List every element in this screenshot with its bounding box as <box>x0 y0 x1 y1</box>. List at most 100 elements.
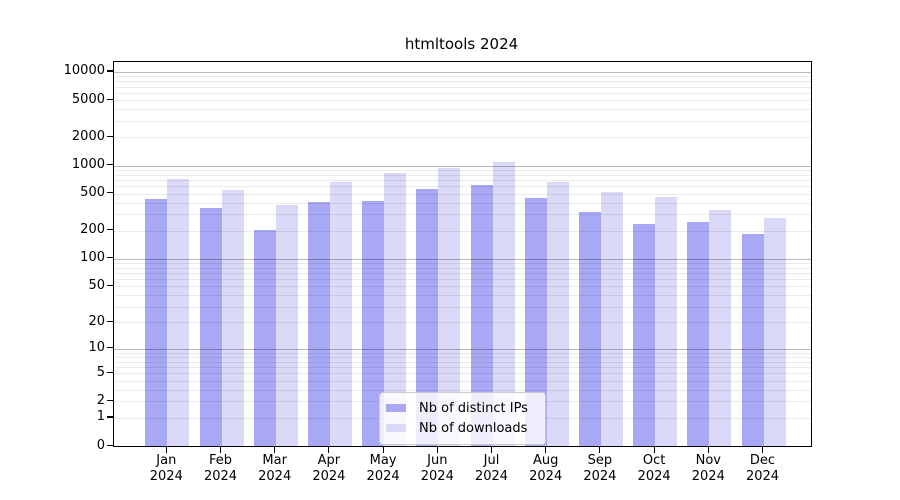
bar-distinct-ips-feb <box>199 208 222 446</box>
gridline-5000 <box>114 100 811 102</box>
gridline-60 <box>114 279 811 281</box>
y-tick-label-100: 100 <box>80 250 105 266</box>
gridline-200 <box>114 230 811 232</box>
gridline-800 <box>114 174 811 176</box>
y-tick-label-50: 50 <box>88 277 105 293</box>
y-tick-label-20: 20 <box>88 313 105 329</box>
gridline-9 <box>114 352 811 354</box>
y-tick-label-5000: 5000 <box>71 91 105 107</box>
gridline-10 <box>114 348 811 350</box>
y-tick-label-500: 500 <box>80 185 105 201</box>
legend-item-downloads: Nb of downloads <box>386 418 536 438</box>
y-tick-label-0: 0 <box>96 437 105 453</box>
x-tick-label-nov: Nov 2024 <box>691 453 725 484</box>
y-tick-mark-200 <box>107 229 113 231</box>
bar-downloads-jun <box>438 168 461 446</box>
x-tick-label-apr: Apr 2024 <box>312 453 346 484</box>
gridline-10000 <box>114 72 811 73</box>
x-tick-label-feb: Feb 2024 <box>203 453 238 484</box>
gridline-50 <box>114 286 811 288</box>
bars-layer <box>114 62 811 446</box>
bar-downloads-dec <box>763 217 786 446</box>
gridline-6 <box>114 367 811 368</box>
gridline-300 <box>114 214 811 216</box>
x-tick-mark-jul <box>490 446 493 453</box>
bar-distinct-ips-aug <box>524 198 547 446</box>
y-tick-mark-100 <box>107 257 113 259</box>
x-tick-mark-aug <box>545 446 547 453</box>
gridline-3 <box>114 389 811 391</box>
gridline-700 <box>114 179 811 181</box>
grid-layer <box>114 62 811 446</box>
x-tick-mark-nov <box>707 446 709 453</box>
gridline-40 <box>114 295 811 297</box>
gridline-5 <box>114 373 811 375</box>
y-tick-label-10000: 10000 <box>63 63 105 79</box>
y-tick-label-200: 200 <box>80 222 105 238</box>
y-tick-mark-50 <box>107 284 113 287</box>
gridline-900 <box>114 169 811 171</box>
bar-distinct-ips-jul <box>470 184 493 446</box>
bar-downloads-oct <box>655 196 678 446</box>
legend: Nb of distinct IPs Nb of downloads <box>379 392 546 445</box>
gridline-7000 <box>114 86 811 88</box>
gridline-7 <box>114 361 811 363</box>
bar-distinct-ips-nov <box>687 222 710 446</box>
bar-downloads-aug <box>546 182 569 446</box>
x-tick-label-jun: Jun 2024 <box>420 453 454 484</box>
x-tick-mark-sep <box>599 446 601 453</box>
y-tick-mark-2 <box>107 399 113 402</box>
x-tick-label-jan: Jan 2024 <box>149 453 183 484</box>
x-tick-mark-may <box>382 446 384 453</box>
y-tick-mark-500 <box>107 192 113 194</box>
gridline-400 <box>114 202 811 204</box>
y-tick-label-1000: 1000 <box>71 156 105 172</box>
gridline-6000 <box>114 92 811 94</box>
gridline-100 <box>114 258 811 260</box>
bar-distinct-ips-mar <box>253 229 276 446</box>
bar-distinct-ips-dec <box>741 233 764 446</box>
bar-distinct-ips-sep <box>578 212 601 446</box>
y-tick-mark-20 <box>107 320 113 323</box>
x-tick-label-may: May 2024 <box>366 453 400 484</box>
legend-label-downloads: Nb of downloads <box>419 420 528 436</box>
gridline-4000 <box>114 109 811 111</box>
y-tick-mark-0 <box>107 444 113 446</box>
bar-downloads-mar <box>275 205 298 446</box>
x-tick-label-jul: Jul 2024 <box>474 453 509 484</box>
gridline-30 <box>114 306 811 308</box>
gridline-70 <box>114 272 811 274</box>
gridline-8000 <box>114 81 811 83</box>
gridline-1000 <box>114 165 811 167</box>
y-tick-mark-5 <box>107 371 113 373</box>
bar-distinct-ips-may <box>362 201 385 446</box>
legend-swatch-downloads-icon <box>386 424 406 432</box>
gridline-3000 <box>114 120 811 122</box>
x-tick-label-sep: Sep 2024 <box>583 453 617 484</box>
y-tick-mark-1 <box>107 416 113 418</box>
y-tick-label-10: 10 <box>88 340 105 356</box>
gridline-80 <box>114 267 811 269</box>
x-tick-mark-oct <box>653 446 655 453</box>
bar-downloads-apr <box>329 182 352 446</box>
x-tick-mark-jan <box>165 446 167 453</box>
y-tick-label-1: 1 <box>96 409 105 425</box>
x-tick-label-mar: Mar 2024 <box>258 453 292 484</box>
bar-distinct-ips-apr <box>307 201 330 446</box>
bar-distinct-ips-oct <box>633 224 656 446</box>
y-tick-mark-10 <box>107 347 113 349</box>
gridline-20 <box>114 322 811 324</box>
y-tick-mark-2000 <box>107 135 113 138</box>
x-tick-label-aug: Aug 2024 <box>529 453 563 484</box>
x-tick-mark-dec <box>761 446 764 453</box>
x-tick-mark-feb <box>219 446 222 453</box>
legend-swatch-distinct-ips-icon <box>386 404 406 412</box>
gridline-4 <box>114 380 811 382</box>
gridline-8 <box>114 356 811 358</box>
x-tick-mark-mar <box>274 446 276 453</box>
bar-downloads-nov <box>709 209 732 446</box>
bar-distinct-ips-jun <box>416 189 439 446</box>
y-tick-label-5: 5 <box>96 364 105 380</box>
bar-downloads-jan <box>167 179 190 446</box>
